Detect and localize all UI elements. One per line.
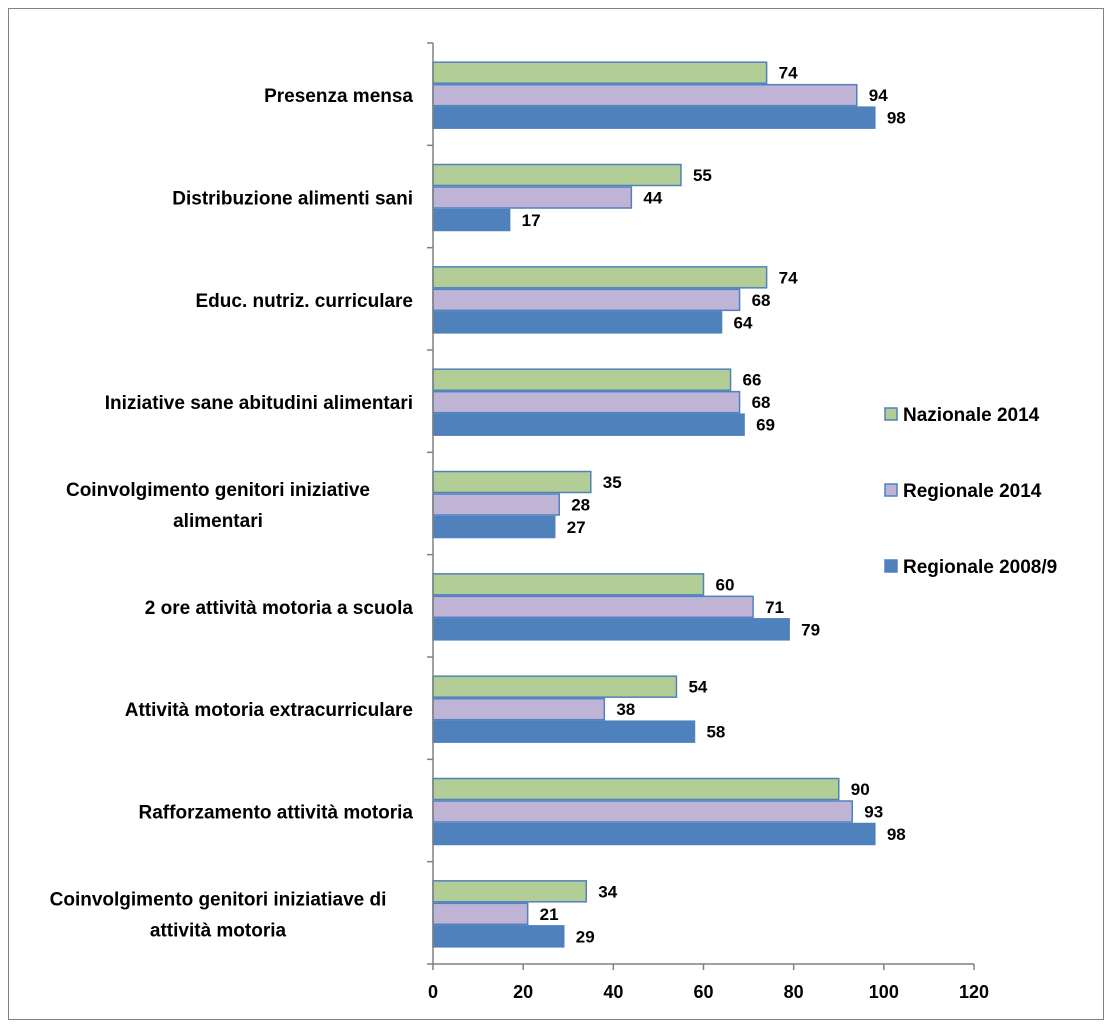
x-tick-label: 80 [784, 982, 804, 1002]
data-label: 68 [752, 291, 771, 310]
bar [432, 83, 858, 107]
bar [432, 618, 790, 641]
legend-label: Regionale 2008/9 [903, 557, 1057, 578]
category-label: Educ. nutriz. curriculare [196, 291, 414, 312]
data-label: 66 [743, 371, 762, 390]
bar [432, 163, 682, 187]
legend: Nazionale 2014 Regionale 2014 Regionale 20… [884, 405, 1057, 578]
data-label: 69 [756, 416, 775, 435]
category-label: attività motoria [150, 920, 287, 941]
legend-label: Nazionale 2014 [903, 405, 1040, 426]
category-label: Iniziative sane abitudini alimentari [105, 393, 413, 414]
data-label: 21 [540, 905, 559, 924]
data-label: 34 [598, 882, 617, 901]
category-label: 2 ore attività motoria a scuola [145, 598, 414, 619]
data-label: 90 [851, 780, 870, 799]
data-label: 55 [693, 166, 712, 185]
bar [432, 777, 840, 801]
legend-swatch [884, 483, 898, 497]
bar [432, 925, 565, 948]
data-label: 54 [688, 678, 707, 697]
legend-swatch [884, 559, 898, 573]
category-label: Coinvolgimento genitori iniziatiave di [50, 889, 387, 910]
bar [432, 822, 876, 846]
x-tick-label: 20 [513, 982, 533, 1002]
bar [432, 902, 529, 926]
category-label: Distribuzione alimenti sani [172, 189, 413, 210]
data-label: 38 [616, 700, 635, 719]
plot-area: 74 94 98 Presenza mensa 55 44 17 Distribuzione … [50, 42, 989, 1002]
legend-swatch [884, 407, 898, 421]
data-label: 28 [571, 496, 590, 515]
data-label: 60 [716, 575, 735, 594]
data-label: 35 [603, 473, 622, 492]
data-label: 27 [567, 518, 586, 537]
data-label: 64 [734, 313, 753, 332]
bar [432, 800, 854, 823]
category-label: Rafforzamento attività motoria [139, 803, 414, 824]
bar [432, 266, 768, 289]
data-label: 74 [779, 64, 798, 83]
data-label: 98 [887, 825, 906, 844]
bar [432, 470, 592, 494]
legend-label: Regionale 2014 [903, 481, 1042, 502]
data-label: 79 [801, 620, 820, 639]
bar [432, 573, 705, 596]
category-label: alimentari [173, 511, 263, 532]
bar [432, 720, 696, 743]
bar [432, 675, 678, 698]
data-label: 44 [643, 189, 662, 208]
data-label: 98 [887, 109, 906, 128]
bar [432, 697, 606, 721]
category-label: Attività motoria extracurriculare [125, 700, 413, 721]
bar [432, 413, 745, 436]
data-label: 68 [752, 393, 771, 412]
data-label: 71 [765, 598, 784, 617]
data-label: 94 [869, 86, 888, 105]
bar [432, 311, 723, 334]
data-label: 58 [706, 723, 725, 742]
bar [432, 493, 560, 516]
category-label: Presenza mensa [264, 86, 413, 107]
bar [432, 61, 768, 84]
bar [432, 880, 588, 903]
bar [432, 390, 741, 414]
bar [432, 515, 556, 539]
data-label: 29 [576, 927, 595, 946]
bar [432, 595, 754, 619]
x-tick-label: 40 [603, 982, 623, 1002]
bar [432, 368, 732, 391]
bar [432, 186, 633, 209]
data-label: 93 [864, 803, 883, 822]
x-tick-label: 100 [869, 982, 899, 1002]
x-tick-label: 120 [959, 982, 989, 1002]
data-label: 17 [522, 211, 541, 230]
bar [432, 208, 511, 232]
x-tick-label: 0 [428, 982, 438, 1002]
bar [432, 106, 876, 129]
bar [432, 288, 741, 312]
data-label: 74 [779, 268, 798, 287]
x-tick-label: 60 [693, 982, 713, 1002]
category-label: Coinvolgimento genitori iniziative [66, 480, 370, 501]
